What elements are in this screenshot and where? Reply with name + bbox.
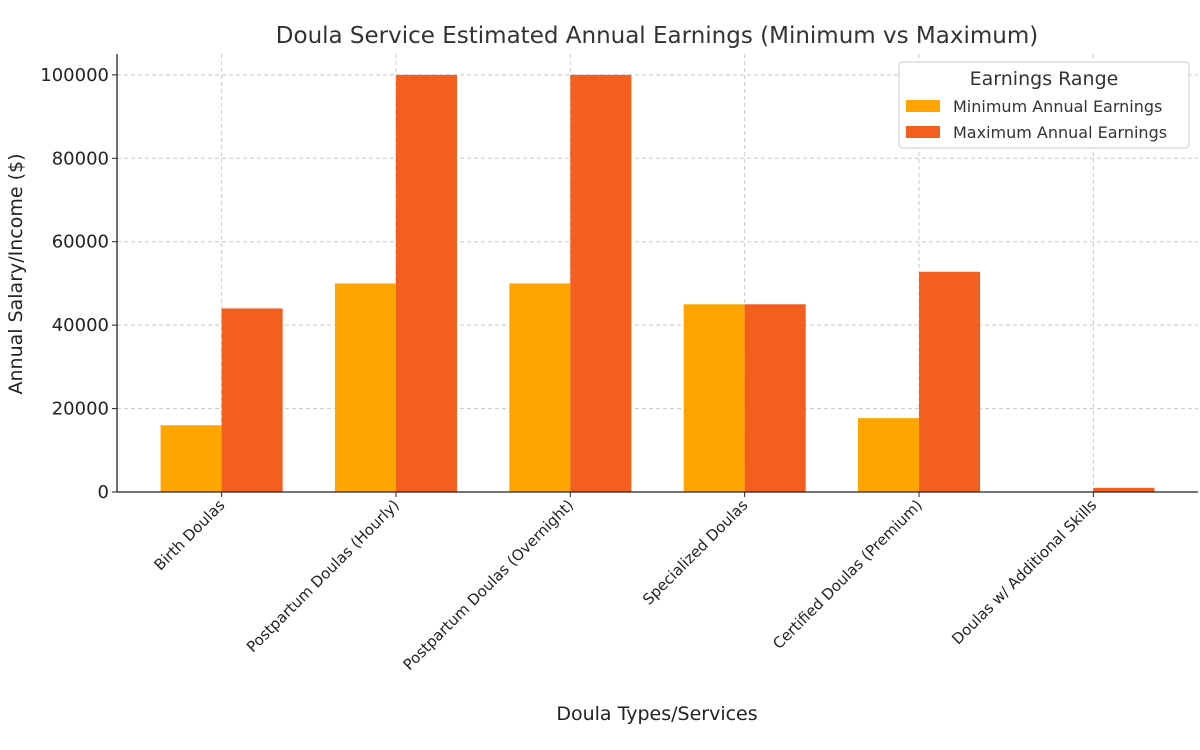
x-tick-labels: Birth Doulas Postpartum Doulas (Hourly)Po… xyxy=(151,496,1101,674)
bar-minimum-1 xyxy=(334,283,396,492)
bar-maximum-2 xyxy=(570,74,632,492)
y-tick-label: 40000 xyxy=(52,315,109,336)
y-tick-labels: 0 20000 40000 60000 80000 100000 xyxy=(40,65,109,503)
x-tick-label: Postpartum Doulas (Overnight) xyxy=(399,496,577,674)
legend-entry-label: Maximum Annual Earnings xyxy=(953,123,1167,142)
x-tick-label: Birth Doulas xyxy=(151,496,229,574)
y-tick-label: 0 xyxy=(98,482,109,503)
y-tick-label: 80000 xyxy=(52,148,109,169)
bar-maximum-5 xyxy=(1093,487,1155,492)
axes xyxy=(112,54,1198,497)
bar-minimum-0 xyxy=(160,425,222,492)
x-tick-label: Specialized Doulas xyxy=(639,496,752,609)
bar-minimum-4 xyxy=(858,418,920,492)
y-tick-label: 20000 xyxy=(52,399,109,420)
legend: Earnings Range Minimum Annual Earnings Max… xyxy=(898,61,1190,149)
legend-title: Earnings Range xyxy=(970,68,1119,90)
bar-maximum-3 xyxy=(744,304,806,492)
legend-entry-label: Minimum Annual Earnings xyxy=(953,97,1162,116)
bar-maximum-1 xyxy=(395,74,457,492)
bar-maximum-0 xyxy=(221,308,283,492)
legend-swatch xyxy=(906,126,940,138)
x-tick-label: Doulas w/ Additional Skills xyxy=(948,496,1100,648)
chart-title: Doula Service Estimated Annual Earnings … xyxy=(276,23,1038,49)
bars xyxy=(160,74,1155,492)
legend-swatch xyxy=(906,100,940,112)
x-tick-label: Certified Doulas (Premium) xyxy=(769,496,926,653)
x-axis-label: Doula Types/Services xyxy=(556,703,757,725)
legend-box xyxy=(898,61,1190,149)
y-tick-label: 60000 xyxy=(52,232,109,253)
bar-minimum-3 xyxy=(683,304,745,492)
y-axis-label: Annual Salary/Income ($) xyxy=(5,153,27,394)
bar-minimum-2 xyxy=(509,283,571,492)
y-tick-label: 100000 xyxy=(40,65,109,86)
x-tick-label: Postpartum Doulas (Hourly) xyxy=(243,496,403,656)
bar-maximum-4 xyxy=(919,271,981,492)
